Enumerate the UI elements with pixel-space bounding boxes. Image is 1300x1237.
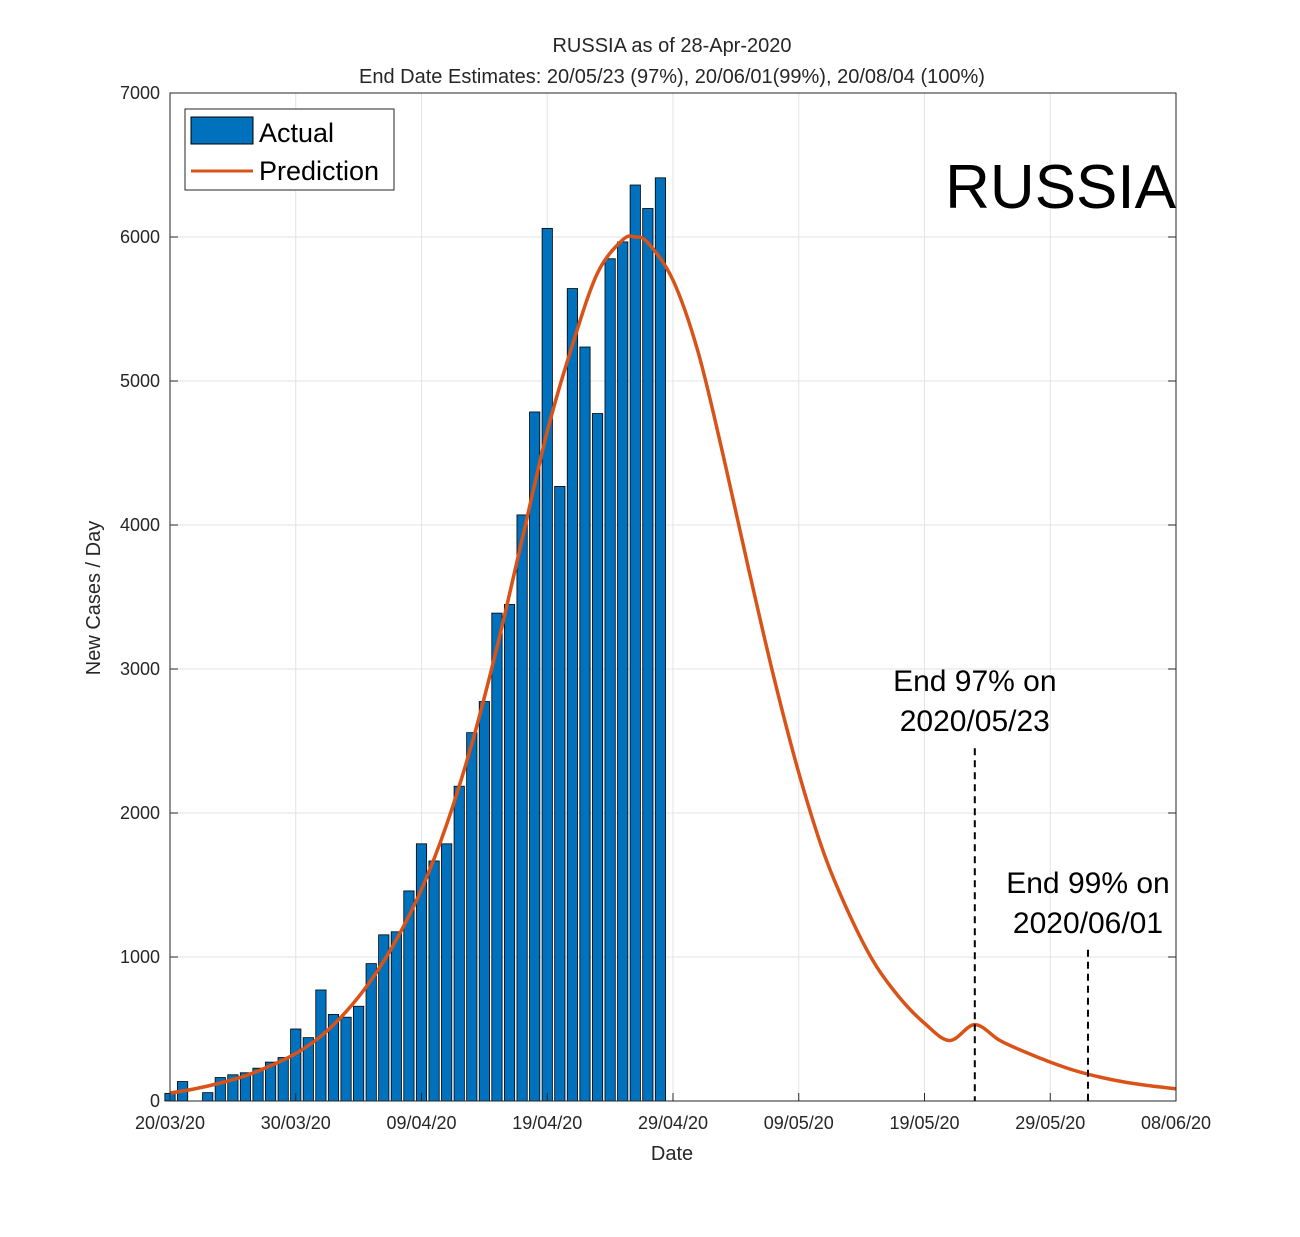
end-annotation-line1: End 99% on [1006, 867, 1169, 900]
y-tick-label: 5000 [120, 371, 160, 391]
bar [516, 514, 528, 1102]
x-tick-label: 29/05/20 [1015, 1113, 1085, 1133]
x-tick-label: 09/05/20 [764, 1113, 834, 1133]
x-tick-label: 09/04/20 [386, 1113, 456, 1133]
bar [529, 411, 541, 1102]
bar [491, 612, 503, 1102]
bar [579, 346, 591, 1102]
x-tick-label: 30/03/20 [261, 1113, 331, 1133]
prediction-line-group [169, 234, 1177, 1095]
end-annotation-line2: 2020/06/01 [1013, 907, 1163, 940]
bar [340, 1016, 352, 1102]
x-tick-label: 08/06/20 [1141, 1113, 1211, 1133]
bar [290, 1028, 302, 1102]
x-tick-label: 19/04/20 [512, 1113, 582, 1133]
bar [654, 177, 666, 1102]
x-tick-label: 29/04/20 [638, 1113, 708, 1133]
bar [277, 1057, 289, 1102]
bar [642, 208, 654, 1102]
legend: Actual Prediction [184, 108, 395, 191]
y-tick-label: 3000 [120, 659, 160, 679]
chart-subtitle: End Date Estimates: 20/05/23 (97%), 20/0… [359, 66, 985, 88]
end-annotation-line2: 2020/05/23 [900, 705, 1050, 738]
bar [466, 732, 478, 1102]
bar [315, 989, 327, 1102]
actual-bars [164, 177, 666, 1102]
bar [441, 843, 453, 1102]
y-tick-label: 1000 [120, 947, 160, 967]
x-axis-label: Date [651, 1143, 693, 1165]
x-tick-label: 19/05/20 [889, 1113, 959, 1133]
chart-title: RUSSIA as of 28-Apr-2020 [552, 35, 791, 57]
y-tick-label: 7000 [120, 83, 160, 103]
y-tick-label: 4000 [120, 515, 160, 535]
bar [554, 486, 566, 1102]
bar [503, 604, 516, 1102]
bar [617, 241, 629, 1102]
axes [169, 92, 1177, 1102]
prediction-line [169, 234, 1177, 1095]
y-axis-label: New Cases / Day [83, 521, 105, 676]
tick-labels: 0 1000 2000 3000 4000 5000 6000 7000 20/03/20 30/… [120, 83, 1211, 1133]
end-annotation-line1: End 97% on [893, 665, 1056, 698]
legend-actual-swatch [190, 116, 254, 145]
bar [478, 701, 490, 1102]
y-tick-label: 2000 [120, 803, 160, 823]
end-annotations: End 97% on 2020/05/23 End 99% on 2020/06/01 [893, 665, 1170, 1101]
bar [390, 931, 402, 1102]
bar [428, 860, 440, 1102]
bar [629, 184, 641, 1102]
bar [566, 288, 578, 1102]
country-label: RUSSIA [945, 153, 1176, 222]
legend-actual-label: Actual [259, 118, 334, 148]
bar [604, 258, 616, 1102]
legend-prediction-label: Prediction [259, 156, 379, 186]
grid-lines [169, 92, 1177, 1102]
bar [453, 785, 465, 1102]
y-tick-label: 6000 [120, 227, 160, 247]
bar [541, 227, 553, 1102]
bar [591, 413, 604, 1102]
x-tick-label: 20/03/20 [135, 1113, 205, 1133]
bar [202, 1092, 214, 1102]
y-tick-label: 0 [150, 1091, 160, 1111]
bar [353, 1005, 365, 1102]
